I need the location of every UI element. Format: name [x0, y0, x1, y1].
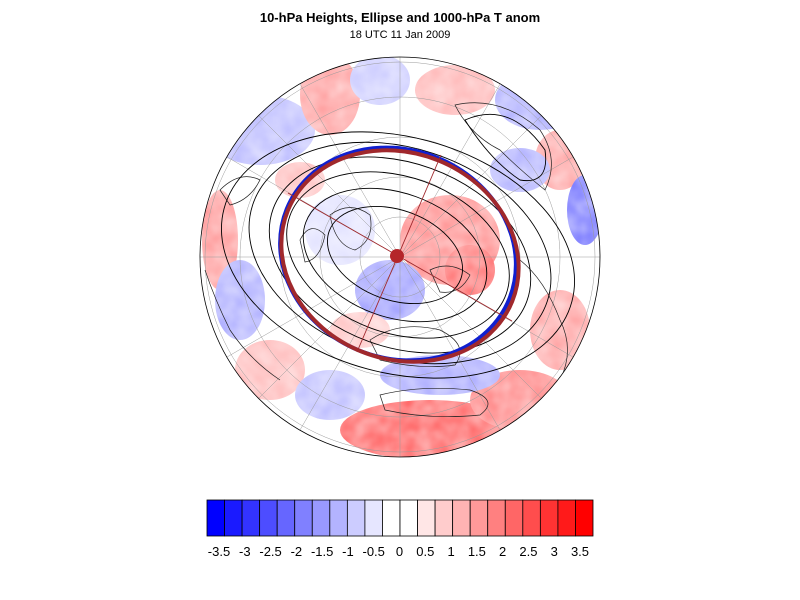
colorbar-box: [557, 499, 576, 537]
colorbar-labels: -3.5 -3 -2.5 -2 -1.5 -1 -0.5 0 0.5 1 1.5 2 2.5 3 3.5: [208, 544, 589, 559]
map-boundary: [199, 56, 601, 458]
colorbar-tick-label: 3: [551, 544, 558, 559]
colorbar-tick-label: -1.5: [311, 544, 333, 559]
colorbar-box: [539, 499, 559, 537]
colorbar-box: [364, 499, 383, 537]
colorbar-box: [452, 499, 471, 537]
colorbar-boxes: [206, 499, 594, 537]
colorbar-box: [329, 499, 348, 537]
map-subtitle: 18 UTC 11 Jan 2009: [349, 29, 451, 41]
colorbar-box: [434, 499, 454, 537]
colorbar-box: [276, 499, 296, 537]
colorbar-box: [487, 499, 506, 537]
colorbar-tick-label: 2: [499, 544, 506, 559]
colorbar-tick-label: 2.5: [519, 544, 537, 559]
colorbar-box: [206, 499, 225, 537]
colorbar-tick-label: 0.5: [416, 544, 434, 559]
colorbar-box: [469, 499, 489, 537]
colorbar-tick-label: -1: [342, 544, 354, 559]
colorbar-box: [224, 499, 243, 537]
colorbar-box: [399, 499, 418, 537]
colorbar-tick-label: -0.5: [363, 544, 385, 559]
colorbar-box: [311, 499, 331, 537]
colorbar-tick-label: -2: [291, 544, 303, 559]
colorbar-tick-label: 1: [447, 544, 454, 559]
colorbar-box: [259, 499, 278, 537]
colorbar-tick-label: -3.5: [208, 544, 230, 559]
colorbar-tick-label: -3: [239, 544, 251, 559]
colorbar-box: [294, 499, 313, 537]
colorbar-box: [575, 499, 594, 537]
colorbar-tick-label: -2.5: [259, 544, 281, 559]
colorbar-box: [522, 499, 541, 537]
colorbar-tick-label: 1.5: [468, 544, 486, 559]
colorbar-tick-label: 3.5: [571, 544, 589, 559]
colorbar-tick-label: 0: [396, 544, 403, 559]
colorbar-box: [382, 499, 401, 537]
colorbar-box: [504, 499, 524, 537]
ellipse-center-dot: [390, 249, 404, 263]
map-title: 10-hPa Heights, Ellipse and 1000-hPa T a…: [259, 10, 541, 25]
colorbar-box: [241, 499, 261, 537]
colorbar-box: [346, 499, 366, 537]
colorbar-box: [417, 499, 436, 537]
